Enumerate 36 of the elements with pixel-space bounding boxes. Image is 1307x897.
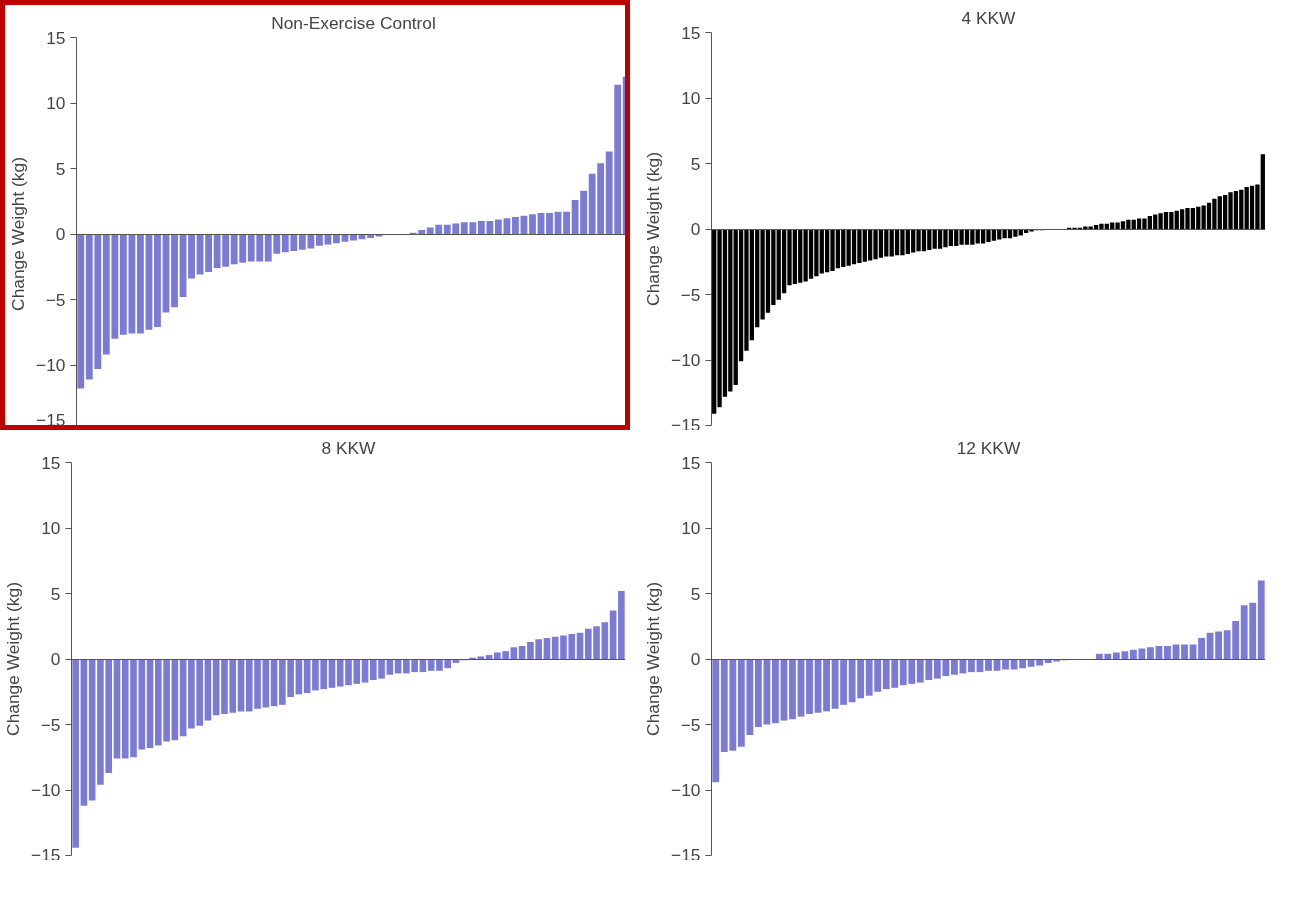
y-tick-label: −10 xyxy=(671,780,701,800)
chart-title: 4 KKW xyxy=(961,7,1017,28)
y-tick-label: −5 xyxy=(680,284,701,305)
y-tick-label: −5 xyxy=(680,714,701,735)
y-axis-title: Change Weight (kg) xyxy=(643,152,664,306)
chart-title: Non-Exercise Control xyxy=(271,12,436,33)
y-tick-label: −15 xyxy=(671,844,701,865)
y-tick-label: 15 xyxy=(46,27,66,48)
y-tick-label: −5 xyxy=(40,714,61,735)
y-tick-label: 5 xyxy=(55,158,66,179)
y-axis-title: Change Weight (kg) xyxy=(8,157,29,311)
y-tick-label: 5 xyxy=(50,583,61,604)
y-tick-label: 0 xyxy=(690,649,701,669)
y-tick-label: 15 xyxy=(681,22,701,43)
y-tick-label: 10 xyxy=(681,518,701,538)
y-tick-label: 10 xyxy=(681,88,701,108)
y-tick-label: 5 xyxy=(690,583,701,604)
y-tick-label: 10 xyxy=(46,93,66,113)
y-tick-label: 10 xyxy=(41,518,61,538)
y-tick-label: 15 xyxy=(41,452,61,473)
y-tick-label: 0 xyxy=(55,224,66,244)
y-tick-label: −10 xyxy=(31,780,61,800)
chart-title: 12 KKW xyxy=(956,437,1021,458)
y-tick-label: −15 xyxy=(31,844,61,865)
y-tick-label: 0 xyxy=(50,649,61,669)
y-tick-label: 5 xyxy=(690,153,701,174)
y-tick-label: −15 xyxy=(36,409,66,430)
y-tick-label: 15 xyxy=(681,452,701,473)
y-tick-label: −15 xyxy=(671,414,701,435)
y-axis-title: Change Weight (kg) xyxy=(3,582,24,736)
y-tick-label: 0 xyxy=(690,219,701,239)
y-tick-label: −10 xyxy=(36,355,66,375)
chart-title: 8 KKW xyxy=(321,437,377,458)
y-tick-label: −10 xyxy=(671,350,701,370)
y-axis-title: Change Weight (kg) xyxy=(643,582,664,736)
y-tick-label: −5 xyxy=(45,289,66,310)
